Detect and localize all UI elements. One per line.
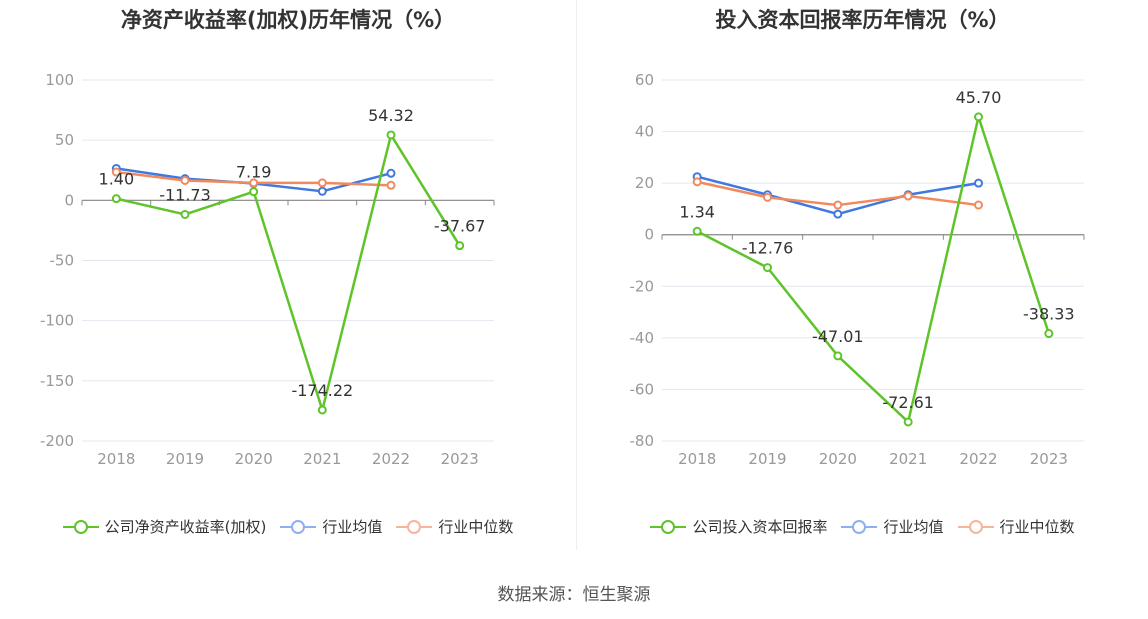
roe-y-tick-label: 50	[55, 131, 74, 149]
roic-x-tick-label: 2018	[678, 450, 716, 468]
roe-series-industry_median-point	[180, 175, 190, 185]
roe-x-tick-label: 2021	[303, 450, 341, 468]
roic-x-tick-label: 2023	[1030, 450, 1068, 468]
roic-series-industry_avg-point	[833, 209, 843, 219]
legend-item-company-roic[interactable]: 公司投入资本回报率	[650, 516, 827, 537]
roe-chart-panel: 净资产收益率(加权)历年情况（%） 100 50 0 -50 -100 -150 -200 2…	[0, 0, 576, 560]
roe-series-company-point	[317, 405, 327, 415]
roe-y-tick-label: -200	[40, 432, 74, 450]
roe-chart-legend: 公司净资产收益率(加权) 行业均值 行业中位数	[0, 516, 576, 537]
roe-series-industry_median-point	[317, 178, 327, 188]
roic-y-tick-label: -60	[630, 380, 655, 398]
roe-data-label: -174.22	[291, 381, 353, 400]
roe-data-label: 1.40	[99, 170, 135, 189]
roic-y-tick-label: 40	[635, 123, 654, 141]
roe-x-tick-label: 2023	[441, 450, 479, 468]
roic-y-tick-label: -40	[630, 329, 655, 347]
legend-series-median-icon	[957, 519, 994, 535]
roic-series-company-point	[1044, 329, 1054, 339]
roe-series-industry_median-point	[386, 180, 396, 190]
roic-x-tick-label: 2020	[819, 450, 857, 468]
legend-item-company-roe[interactable]: 公司净资产收益率(加权)	[62, 516, 267, 537]
roe-y-tick-label: -100	[40, 312, 74, 330]
roic-data-label: -72.61	[882, 393, 934, 412]
roe-series-company-point	[180, 209, 190, 219]
legend-label: 公司投入资本回报率	[692, 518, 828, 536]
roic-data-label: -47.01	[812, 327, 864, 346]
roe-x-tick-label: 2018	[97, 450, 135, 468]
roic-series-industry_avg-point	[974, 178, 983, 188]
roe-y-tick-label: -150	[40, 372, 74, 390]
roic-y-tick-label: 60	[635, 71, 654, 89]
legend-series-median-icon	[396, 519, 433, 535]
roe-data-label: 54.32	[368, 106, 414, 125]
roic-series-industry_median-point	[763, 192, 772, 202]
roe-x-tick-label: 2022	[372, 450, 410, 468]
roe-chart-title: 净资产收益率(加权)历年情况（%）	[120, 8, 456, 32]
roic-y-tick-label: 20	[635, 174, 654, 192]
roic-chart-legend: 公司投入资本回报率 行业均值 行业中位数	[577, 516, 1148, 537]
roe-series-industry_median-point	[249, 178, 259, 188]
legend-label: 行业均值	[322, 518, 383, 536]
roic-chart-panel: 投入资本回报率历年情况（%） 60 40 20 0 -20 -40 -60 -80 2018 20…	[577, 0, 1148, 560]
roic-series-industry_median-point	[974, 200, 983, 210]
roe-series-company-line	[116, 133, 461, 412]
roe-series-industry_median-point	[111, 167, 121, 177]
roic-data-label: -38.33	[1023, 305, 1075, 324]
roic-data-label: 45.70	[956, 88, 1002, 107]
roic-y-tick-label: 0	[644, 226, 654, 244]
roic-chart-plot: 60 40 20 0 -20 -40 -60 -80 2018 2019 2020 2021 2022 2…	[630, 71, 1085, 468]
roe-data-label: -11.73	[159, 185, 211, 204]
legend-label: 行业均值	[883, 518, 944, 536]
legend-label: 行业中位数	[438, 518, 514, 536]
roic-series-company-point	[833, 351, 843, 361]
legend-series-avg-icon	[841, 519, 878, 535]
legend-item-industry-avg[interactable]: 行业均值	[280, 516, 382, 537]
roic-series-company-line	[696, 115, 1051, 424]
roe-y-tick-label: -50	[50, 252, 75, 270]
roic-series-company-point	[974, 112, 983, 122]
roic-x-tick-label: 2022	[959, 450, 997, 468]
roic-data-label: -12.76	[742, 239, 794, 258]
roe-series-company-point	[455, 241, 465, 251]
panel-divider	[576, 0, 577, 550]
roe-series-company-point	[249, 187, 259, 197]
roe-x-tick-label: 2020	[235, 450, 273, 468]
roic-series-industry_median-point	[833, 200, 843, 210]
legend-label: 公司净资产收益率(加权)	[104, 518, 267, 536]
legend-series-avg-icon	[280, 519, 317, 535]
roe-series-company-point	[386, 130, 396, 140]
roic-x-tick-label: 2021	[889, 450, 927, 468]
roic-data-label: 1.34	[679, 202, 715, 221]
legend-item-industry-median[interactable]: 行业中位数	[957, 516, 1075, 537]
roe-x-tick-label: 2019	[166, 450, 204, 468]
roic-series-company-point	[763, 263, 772, 273]
roic-y-tick-label: -20	[630, 277, 655, 295]
legend-series-company-icon	[650, 519, 687, 535]
roic-series-industry_median-point	[903, 191, 913, 201]
legend-item-industry-avg[interactable]: 行业均值	[841, 516, 944, 537]
roic-series-company-point	[903, 417, 913, 427]
legend-item-industry-median[interactable]: 行业中位数	[396, 516, 513, 537]
legend-label: 行业中位数	[999, 518, 1075, 536]
legend-series-company-icon	[62, 519, 99, 535]
roe-series-industry_avg-point	[317, 186, 327, 196]
roe-data-label: -37.67	[434, 217, 486, 236]
roic-y-tick-label: -80	[630, 432, 655, 450]
roe-series-company-point	[111, 194, 121, 204]
data-source-note: 数据来源：恒生聚源	[497, 585, 651, 605]
roic-series-company-point	[692, 226, 702, 236]
roe-y-tick-label: 0	[64, 191, 74, 209]
roic-chart-title: 投入资本回报率历年情况（%）	[715, 8, 1010, 32]
roic-series-industry_median-point	[692, 177, 702, 187]
roic-x-tick-label: 2019	[748, 450, 786, 468]
roe-data-label: 7.19	[236, 163, 272, 182]
roe-y-tick-label: 100	[45, 71, 74, 89]
roe-series-industry_avg-point	[386, 168, 396, 178]
roe-chart-plot: 100 50 0 -50 -100 -150 -200 2018 2019 2020 2021 202…	[40, 71, 495, 468]
